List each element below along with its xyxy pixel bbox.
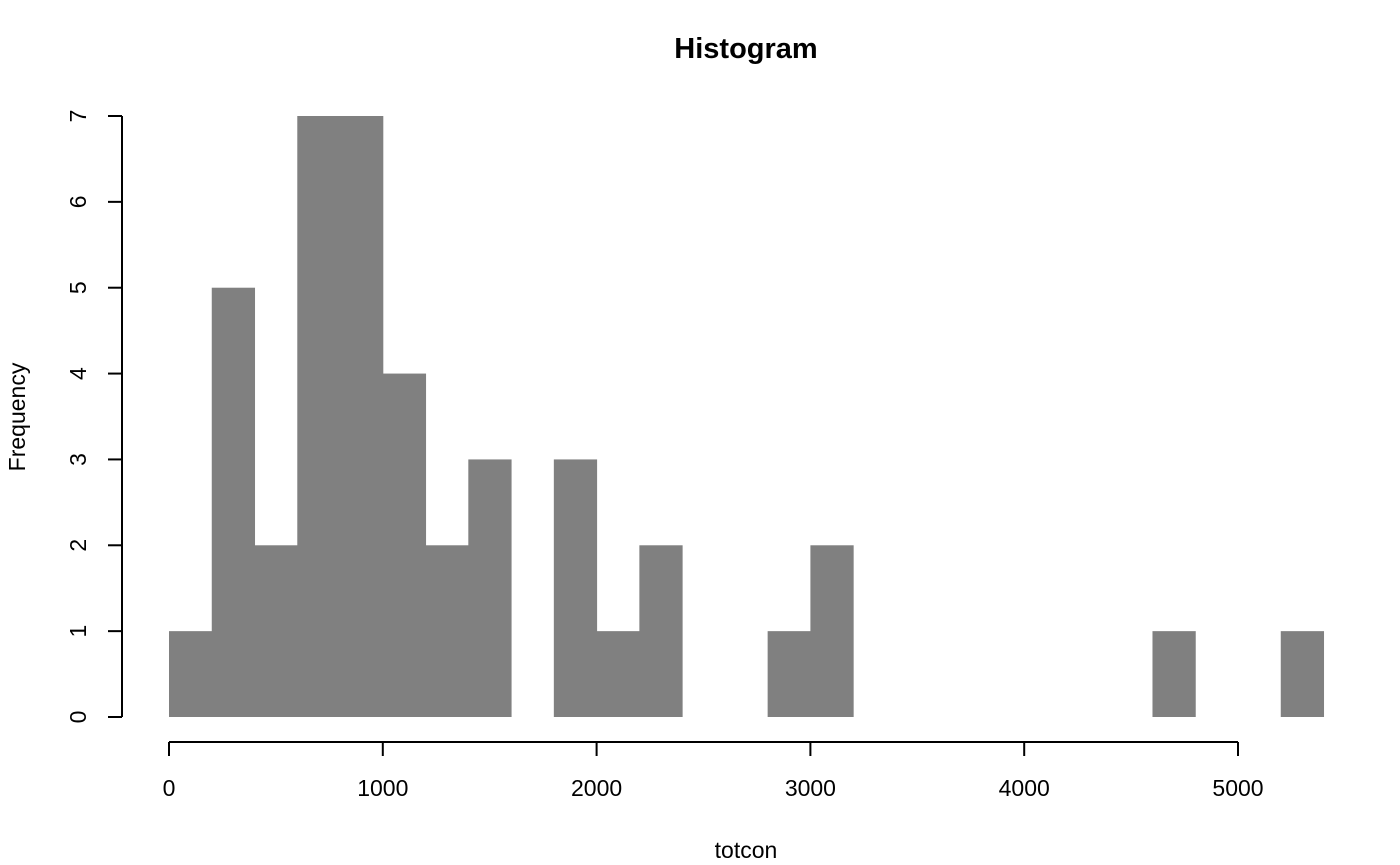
y-tick-label-2: 2 (65, 539, 91, 552)
histogram-bar-9 (553, 459, 598, 717)
x-tick-label-3000: 3000 (785, 775, 836, 801)
y-tick-label-3: 3 (65, 453, 91, 466)
histogram-bar-26 (1280, 631, 1325, 717)
histogram-bar-1 (211, 287, 256, 717)
histogram-bar-11 (639, 545, 683, 717)
x-tick-label-0: 0 (163, 775, 176, 801)
x-tick-label-1000: 1000 (357, 775, 408, 801)
histogram-bar-15 (810, 545, 854, 717)
x-tick-label-4000: 4000 (999, 775, 1050, 801)
histogram-bar-23 (1152, 631, 1196, 717)
y-tick-label-6: 6 (65, 195, 91, 208)
histogram-bar-5 (382, 373, 427, 717)
x-axis-label: totcon (715, 837, 778, 863)
y-tick-label-7: 7 (65, 110, 91, 123)
histogram-bar-0 (169, 631, 213, 717)
y-tick-label-5: 5 (65, 281, 91, 294)
x-axis: 0 1000 2000 3000 4000 5000 (163, 741, 1264, 801)
chart-title: Histogram (674, 33, 817, 65)
bars-group (169, 116, 1325, 717)
x-tick-label-2000: 2000 (571, 775, 622, 801)
histogram-bar-10 (596, 631, 640, 717)
y-tick-label-0: 0 (65, 711, 91, 724)
histogram-bar-4 (340, 116, 384, 717)
y-axis-label: Frequency (4, 362, 30, 471)
y-tick-label-1: 1 (65, 625, 91, 638)
histogram-bar-2 (254, 545, 298, 717)
histogram-bar-6 (425, 545, 469, 717)
y-axis: 0 1 2 3 4 5 6 7 (65, 110, 123, 724)
histogram-bar-14 (767, 631, 811, 717)
x-tick-label-5000: 5000 (1212, 775, 1263, 801)
histogram-bar-3 (297, 116, 341, 717)
histogram-bar-7 (468, 459, 512, 717)
y-tick-label-4: 4 (65, 367, 91, 380)
